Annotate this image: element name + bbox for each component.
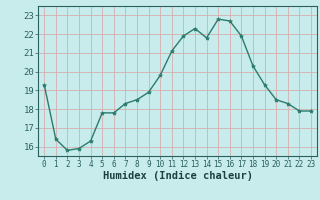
X-axis label: Humidex (Indice chaleur): Humidex (Indice chaleur) bbox=[103, 171, 252, 181]
